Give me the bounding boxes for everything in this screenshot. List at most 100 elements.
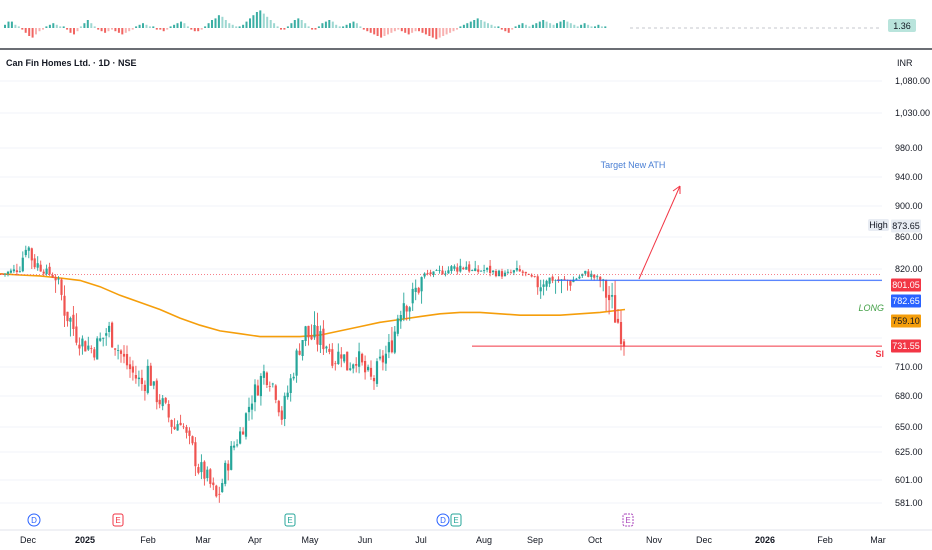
time-tick-label: May [301,535,319,545]
oscillator-bar [428,28,431,36]
oscillator-bar [400,28,403,32]
oscillator-bar [297,18,300,28]
candle-body [441,270,444,275]
candle-body [48,266,51,275]
oscillator-bar [52,23,55,28]
oscillator-bar [424,28,427,35]
oscillator-bar [587,24,590,28]
oscillator-bar [362,28,365,30]
candle-body [21,257,24,272]
dividend-marker-label: D [31,516,37,525]
oscillator-bar [549,23,552,28]
candle-body [313,325,316,338]
candle-body [63,295,66,316]
candle-body [310,335,313,340]
candle-body [90,348,93,349]
candle-body [622,341,626,347]
candle-body [453,266,456,269]
candle-body [24,249,27,256]
candle-body [524,271,527,274]
oscillator-bar [487,23,489,28]
candle-body [87,345,90,350]
oscillator-bar [197,28,200,32]
candle-body [134,375,137,379]
candle-body [227,463,230,471]
candle-body [242,431,245,435]
candle-body [438,270,441,271]
candle-body [206,469,209,479]
candle-body [218,493,221,495]
oscillator-bar [569,23,572,28]
candle-body [614,295,617,323]
candle-body [173,426,176,430]
candle-body [584,270,587,274]
price-tag-red [891,278,921,292]
oscillator-bar [221,16,224,28]
symbol-title[interactable]: Can Fin Homes Ltd. · 1D · NSE [6,58,137,68]
oscillator-bar [383,28,386,36]
candle-body [301,340,304,356]
candle-body [384,353,387,364]
candle-body [414,287,417,292]
oscillator-bar [338,26,341,28]
time-axis[interactable]: Dec 2025 Feb Mar Apr May Jun Jul Aug Sep Oct Nov Dec… [0,529,932,545]
candle-body [164,397,167,403]
candle-body [239,431,242,444]
oscillator-bar [73,28,75,35]
oscillator-bar [355,23,358,28]
candle-body [298,350,301,355]
candle-body [477,269,480,272]
candle-body [253,384,257,403]
oscillator-bar [100,28,103,32]
candle-body [599,276,602,281]
oscillator-bar [83,23,86,28]
candle-body [387,342,390,353]
candle-body [533,276,536,277]
oscillator-bar [504,28,507,32]
earnings-marker [112,513,124,527]
candle-body [117,350,120,351]
oscillator-bar [245,21,248,28]
candle-body [96,338,99,360]
time-tick-label: Aug [476,535,492,545]
oscillator-bar [162,28,165,32]
oscillator-bar [193,28,196,32]
price-tick-label: 980.00 [895,143,923,153]
time-tick-label: Oct [588,535,603,545]
candle-body [143,384,146,391]
time-tick-label: Mar [870,535,886,545]
oscillator-bar [407,28,410,35]
price-axis[interactable]: 581.00 601.00 625.00 650.00 680.00 710.00 820.… [868,76,930,508]
oscillator-bar [525,24,527,28]
oscillator-bar [604,26,607,28]
candle-body [619,322,623,344]
oscillator-bar [148,26,151,28]
oscillator-bar [538,21,541,28]
target-arrow-head [672,185,681,194]
oscillator-bar [390,28,393,33]
oscillator-bar [186,26,189,28]
candle-body [554,280,557,281]
candle-body [539,287,542,292]
oscillator-bar [594,26,596,28]
oscillator-bar [169,26,172,28]
candle-body [200,462,203,473]
candle-body [578,276,581,279]
oscillator-bar [224,20,227,28]
candle-body [256,385,259,396]
candle-body [33,258,36,268]
moving-average-line [0,273,626,338]
oscillator-bar [55,24,58,28]
oscillator-bar [62,26,65,28]
oscillator-bar [38,28,41,32]
oscillator-bar [359,26,362,28]
candle-body [611,295,614,297]
oscillator-bar [159,28,162,30]
candle-body [340,354,343,359]
oscillator-panel: 1.36 [4,10,916,40]
oscillator-bar [69,28,72,33]
candle-body [569,280,572,286]
annotations: Target New ATH LONG Sl [601,160,884,359]
